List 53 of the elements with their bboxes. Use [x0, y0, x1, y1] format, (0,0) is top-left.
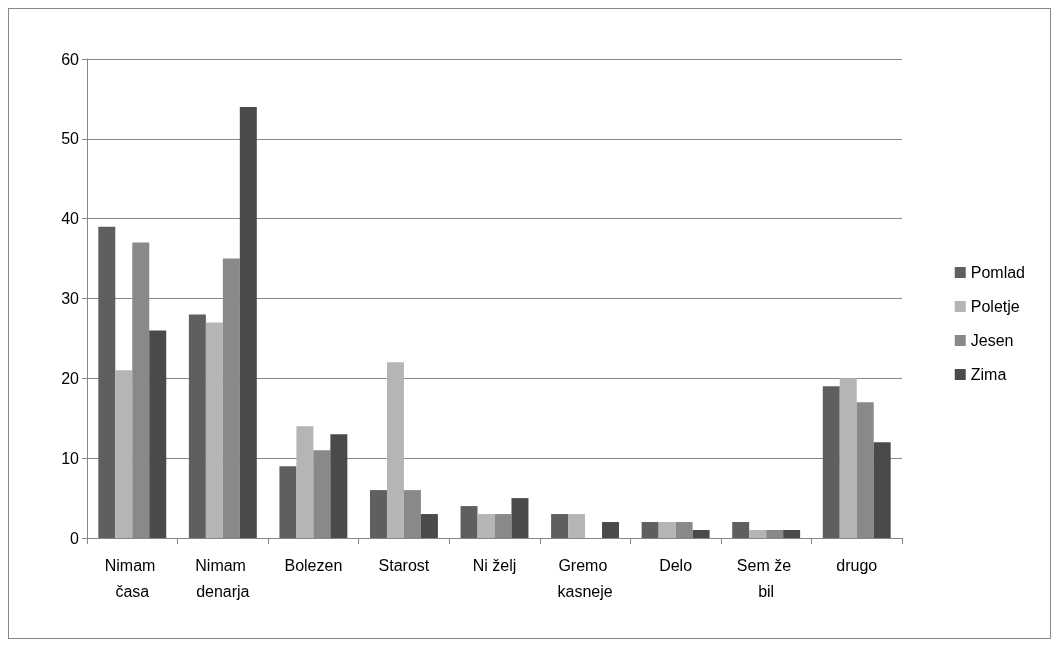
bar: [732, 522, 750, 538]
legend-label: Poletje: [970, 298, 1020, 315]
bar: [766, 530, 784, 538]
bar: [460, 506, 478, 538]
bar: [873, 442, 891, 538]
bar: [658, 522, 676, 538]
bar: [511, 498, 529, 538]
bar: [296, 426, 314, 538]
legend-label: Jesen: [970, 332, 1014, 349]
x-tick-label: Sem že bil: [736, 556, 796, 600]
y-tick-label: 0: [70, 529, 80, 547]
legend-label: Zima: [970, 366, 1007, 383]
y-tick-label: 10: [61, 449, 80, 467]
bar: [369, 490, 387, 538]
bar: [115, 370, 133, 538]
bar: [675, 522, 693, 538]
bar: [205, 322, 223, 538]
bar: [822, 386, 840, 538]
bar: [313, 450, 331, 538]
y-tick-label: 20: [61, 369, 80, 387]
bar: [420, 514, 438, 538]
bar: [839, 378, 857, 538]
bar: [330, 434, 348, 538]
bar: [749, 530, 767, 538]
x-tick-label: Nimam denarja: [195, 556, 251, 600]
x-tick-label: Delo: [659, 556, 693, 574]
y-tick-label: 30: [61, 290, 80, 307]
bar: [98, 226, 116, 538]
bar: [188, 314, 206, 538]
bar: [279, 466, 297, 538]
x-tick-label: Gremo kasneje: [557, 556, 613, 600]
bar: [551, 514, 569, 538]
x-tick-label: drugo: [836, 556, 878, 574]
bar: [403, 490, 421, 538]
bar: [692, 530, 710, 538]
legend-label: Pomlad: [970, 264, 1025, 281]
bar: [477, 514, 495, 538]
x-tick-label: Nimam časa: [104, 556, 160, 600]
x-tick-label: Ni želj: [472, 556, 517, 574]
bar: [602, 522, 620, 538]
bar: [568, 514, 586, 538]
x-tick-label: Bolezen: [284, 556, 343, 574]
bar: [239, 106, 257, 538]
bar: [641, 522, 659, 538]
y-tick-label: 50: [61, 130, 80, 148]
y-tick-label: 60: [61, 50, 80, 68]
y-tick-label: 40: [61, 210, 80, 228]
bar: [494, 514, 512, 538]
bar: [386, 362, 404, 538]
bar: [856, 402, 874, 538]
bar: [783, 530, 801, 538]
bar: [149, 330, 167, 538]
x-tick-label: Starost: [378, 556, 430, 574]
